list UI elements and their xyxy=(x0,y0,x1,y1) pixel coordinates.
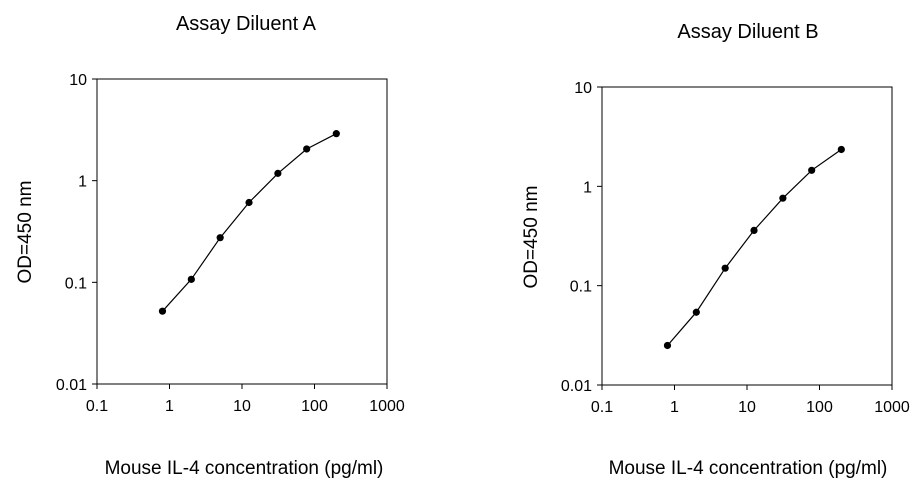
y-tick-label: 1 xyxy=(583,179,592,196)
data-point xyxy=(779,194,787,202)
data-point xyxy=(274,169,282,177)
data-point xyxy=(750,226,758,235)
x-tick-label: 1 xyxy=(670,399,679,416)
data-point xyxy=(837,145,845,154)
data-point xyxy=(721,264,729,272)
chart-assay-diluent-b: Assay Diluent B OD=450 nm Mouse IL-4 con… xyxy=(462,0,924,491)
data-point xyxy=(303,145,311,153)
y-tick-label: 0.1 xyxy=(65,275,87,292)
data-point xyxy=(692,308,700,316)
chart-title: Assay Diluent B xyxy=(677,21,818,43)
series-line xyxy=(667,149,842,346)
chart-b-marks: 0.1 1 10 100 1000 0.01 0.1 1 10 xyxy=(561,80,910,416)
y-axis-label: OD=450 nm xyxy=(521,186,542,289)
data-point xyxy=(245,198,253,207)
series-line xyxy=(162,133,337,312)
x-tick-label: 0.1 xyxy=(86,398,108,415)
x-tick-label: 1000 xyxy=(874,399,910,416)
y-tick-label: 0.01 xyxy=(561,378,592,395)
chart-a-marks: 0.1 1 10 100 1000 0.01 0.1 1 10 xyxy=(56,72,405,415)
data-point xyxy=(808,166,816,174)
data-point xyxy=(158,307,167,315)
y-tick-label: 0.1 xyxy=(570,279,592,296)
chart-b-svg: Assay Diluent B OD=450 nm Mouse IL-4 con… xyxy=(521,21,910,479)
y-tick-label: 1 xyxy=(78,174,87,191)
chart-assay-diluent-a: Assay Diluent A OD=450 nm Mouse IL-4 con… xyxy=(15,13,405,479)
plot-frame xyxy=(601,86,893,386)
y-tick-label: 10 xyxy=(574,80,592,97)
x-tick-label: 10 xyxy=(233,398,251,415)
y-tick-label: 10 xyxy=(69,72,87,89)
x-tick-label: 1 xyxy=(165,398,174,415)
plot-frame xyxy=(96,78,388,385)
y-tick-label: 0.01 xyxy=(56,377,87,394)
x-tick-label: 100 xyxy=(301,398,328,415)
x-tick-label: 0.1 xyxy=(591,399,613,416)
x-tick-label: 100 xyxy=(806,399,833,416)
x-tick-label: 10 xyxy=(738,399,756,416)
data-point xyxy=(663,341,672,350)
chart-title: Assay Diluent A xyxy=(176,13,317,35)
y-axis-label: OD=450 nm xyxy=(15,181,36,284)
data-point xyxy=(332,130,340,138)
data-point xyxy=(187,275,195,283)
data-point xyxy=(216,234,224,242)
chart-a-svg: Assay Diluent A OD=450 nm Mouse IL-4 con… xyxy=(15,13,405,479)
x-axis-label: Mouse IL-4 concentration (pg/ml) xyxy=(609,458,888,479)
x-tick-label: 1000 xyxy=(369,398,405,415)
x-axis-label: Mouse IL-4 concentration (pg/ml) xyxy=(105,458,384,479)
